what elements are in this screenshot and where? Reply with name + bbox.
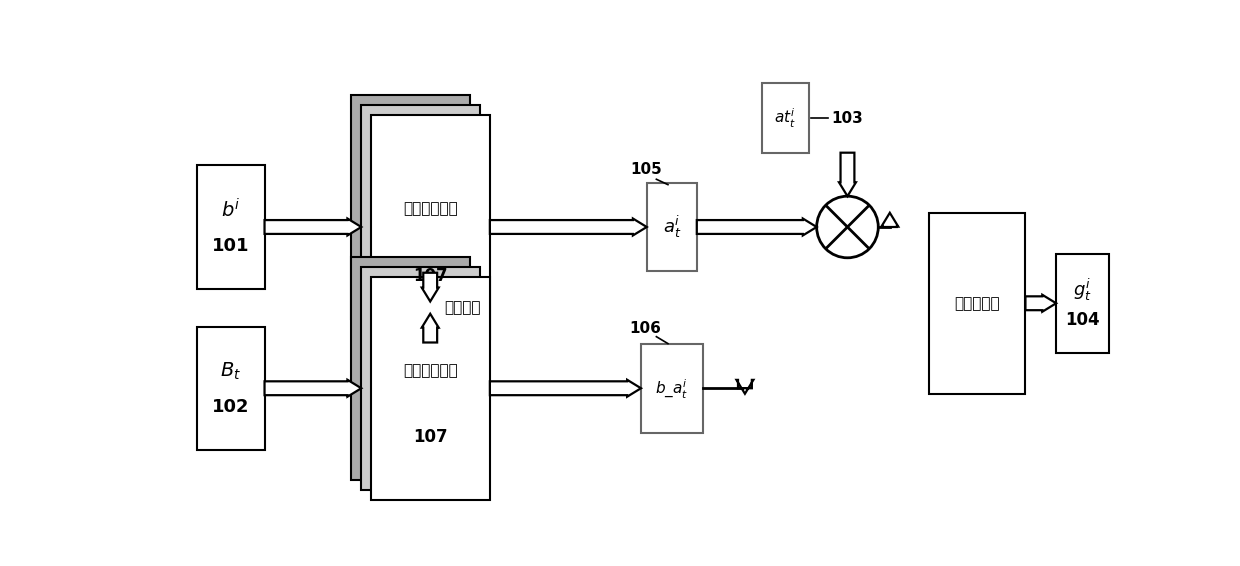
Text: $B_t$: $B_t$ <box>219 361 242 382</box>
Text: 107: 107 <box>413 267 448 285</box>
Text: 卷积神经网络: 卷积神经网络 <box>403 363 458 378</box>
Text: $b\_a^i_t$: $b\_a^i_t$ <box>655 377 688 400</box>
Text: 104: 104 <box>1065 311 1100 329</box>
Bar <box>929 213 1025 394</box>
FancyArrow shape <box>490 380 641 397</box>
FancyArrow shape <box>1025 295 1056 312</box>
Bar <box>197 165 264 289</box>
Bar <box>763 83 808 153</box>
Bar <box>197 327 264 450</box>
Text: $at^i_t$: $at^i_t$ <box>775 106 796 130</box>
Bar <box>647 183 697 271</box>
Text: 102: 102 <box>212 398 249 417</box>
FancyArrow shape <box>839 153 856 196</box>
Bar <box>361 267 480 490</box>
FancyArrow shape <box>882 213 898 227</box>
Text: 101: 101 <box>212 237 249 255</box>
FancyArrow shape <box>737 380 754 394</box>
Text: $g^i_t$: $g^i_t$ <box>1073 276 1091 302</box>
FancyArrow shape <box>697 218 817 235</box>
Text: 107: 107 <box>413 428 448 447</box>
FancyArrow shape <box>264 218 361 235</box>
FancyArrow shape <box>422 273 439 302</box>
Text: 106: 106 <box>629 321 661 336</box>
FancyArrow shape <box>490 218 647 235</box>
Text: 共享权重: 共享权重 <box>444 300 481 315</box>
Bar <box>641 344 703 432</box>
Text: $b^i$: $b^i$ <box>221 199 241 222</box>
Bar <box>351 95 470 319</box>
Text: 相似度比较: 相似度比较 <box>955 296 1001 311</box>
Text: 103: 103 <box>832 110 863 126</box>
Bar <box>361 105 480 329</box>
Bar <box>351 256 470 480</box>
Text: $a^i_t$: $a^i_t$ <box>662 214 681 240</box>
Text: 卷积神经网络: 卷积神经网络 <box>403 201 458 217</box>
Text: 105: 105 <box>630 162 662 177</box>
Bar <box>371 115 490 338</box>
FancyArrow shape <box>264 380 361 397</box>
FancyArrow shape <box>422 314 439 342</box>
Bar <box>1056 254 1109 353</box>
Bar <box>371 277 490 500</box>
